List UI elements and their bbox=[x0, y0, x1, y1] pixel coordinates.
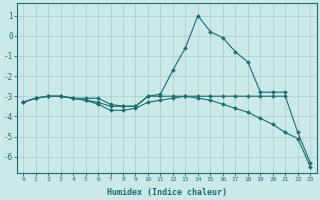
X-axis label: Humidex (Indice chaleur): Humidex (Indice chaleur) bbox=[107, 188, 227, 197]
